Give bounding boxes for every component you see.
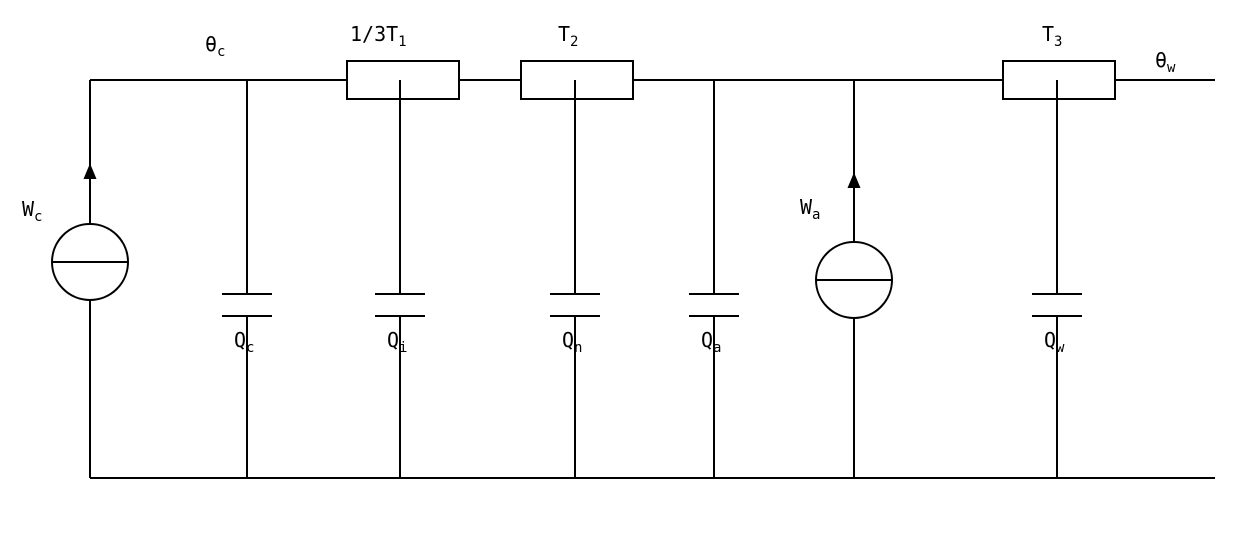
label-T2: T2 bbox=[558, 22, 578, 50]
label-Wa: Wa bbox=[800, 195, 820, 223]
label-T1-main: 1/3T bbox=[350, 22, 398, 46]
thermal-circuit-diagram bbox=[0, 0, 1239, 545]
label-Qi-main: Q bbox=[387, 328, 399, 352]
label-Wc-main: W bbox=[22, 197, 34, 221]
label-T1-sub: 1 bbox=[398, 34, 406, 50]
label-Qa-main: Q bbox=[701, 328, 713, 352]
label-theta-c: θc bbox=[205, 32, 225, 60]
label-T3: T3 bbox=[1042, 22, 1062, 50]
label-Qi: Qi bbox=[387, 328, 407, 356]
label-Qw-main: Q bbox=[1044, 328, 1056, 352]
label-Qc: Qc bbox=[234, 328, 254, 356]
label-Wa-main: W bbox=[800, 195, 812, 219]
label-Qn-main: Q bbox=[562, 328, 574, 352]
label-Qn: Qn bbox=[562, 328, 582, 356]
label-Qw: Qw bbox=[1044, 328, 1064, 356]
label-Qa-sub: a bbox=[713, 340, 721, 356]
label-Qn-sub: n bbox=[574, 340, 582, 356]
label-Qc-main: Q bbox=[234, 328, 246, 352]
label-Qc-sub: c bbox=[246, 340, 254, 356]
label-Qi-sub: i bbox=[399, 340, 407, 356]
label-T2-main: T bbox=[558, 22, 570, 46]
label-Wc: Wc bbox=[22, 197, 42, 225]
label-theta-w-main: θ bbox=[1155, 48, 1167, 72]
resistor-T3 bbox=[1003, 61, 1115, 99]
label-Qw-sub: w bbox=[1056, 340, 1064, 356]
label-Wa-sub: a bbox=[812, 207, 820, 223]
label-Wc-sub: c bbox=[34, 209, 42, 225]
label-T2-sub: 2 bbox=[570, 34, 578, 50]
resistor-T1 bbox=[347, 61, 459, 99]
label-T1: 1/3T1 bbox=[350, 22, 407, 50]
label-theta-c-sub: c bbox=[217, 44, 225, 60]
label-Qa: Qa bbox=[701, 328, 721, 356]
label-theta-w-sub: w bbox=[1167, 60, 1175, 76]
arrow-Wa bbox=[849, 175, 859, 187]
arrow-Wc bbox=[85, 166, 95, 178]
label-theta-w: θw bbox=[1155, 48, 1175, 76]
label-theta-c-main: θ bbox=[205, 32, 217, 56]
label-T3-main: T bbox=[1042, 22, 1054, 46]
resistor-T2 bbox=[521, 61, 633, 99]
label-T3-sub: 3 bbox=[1054, 34, 1062, 50]
